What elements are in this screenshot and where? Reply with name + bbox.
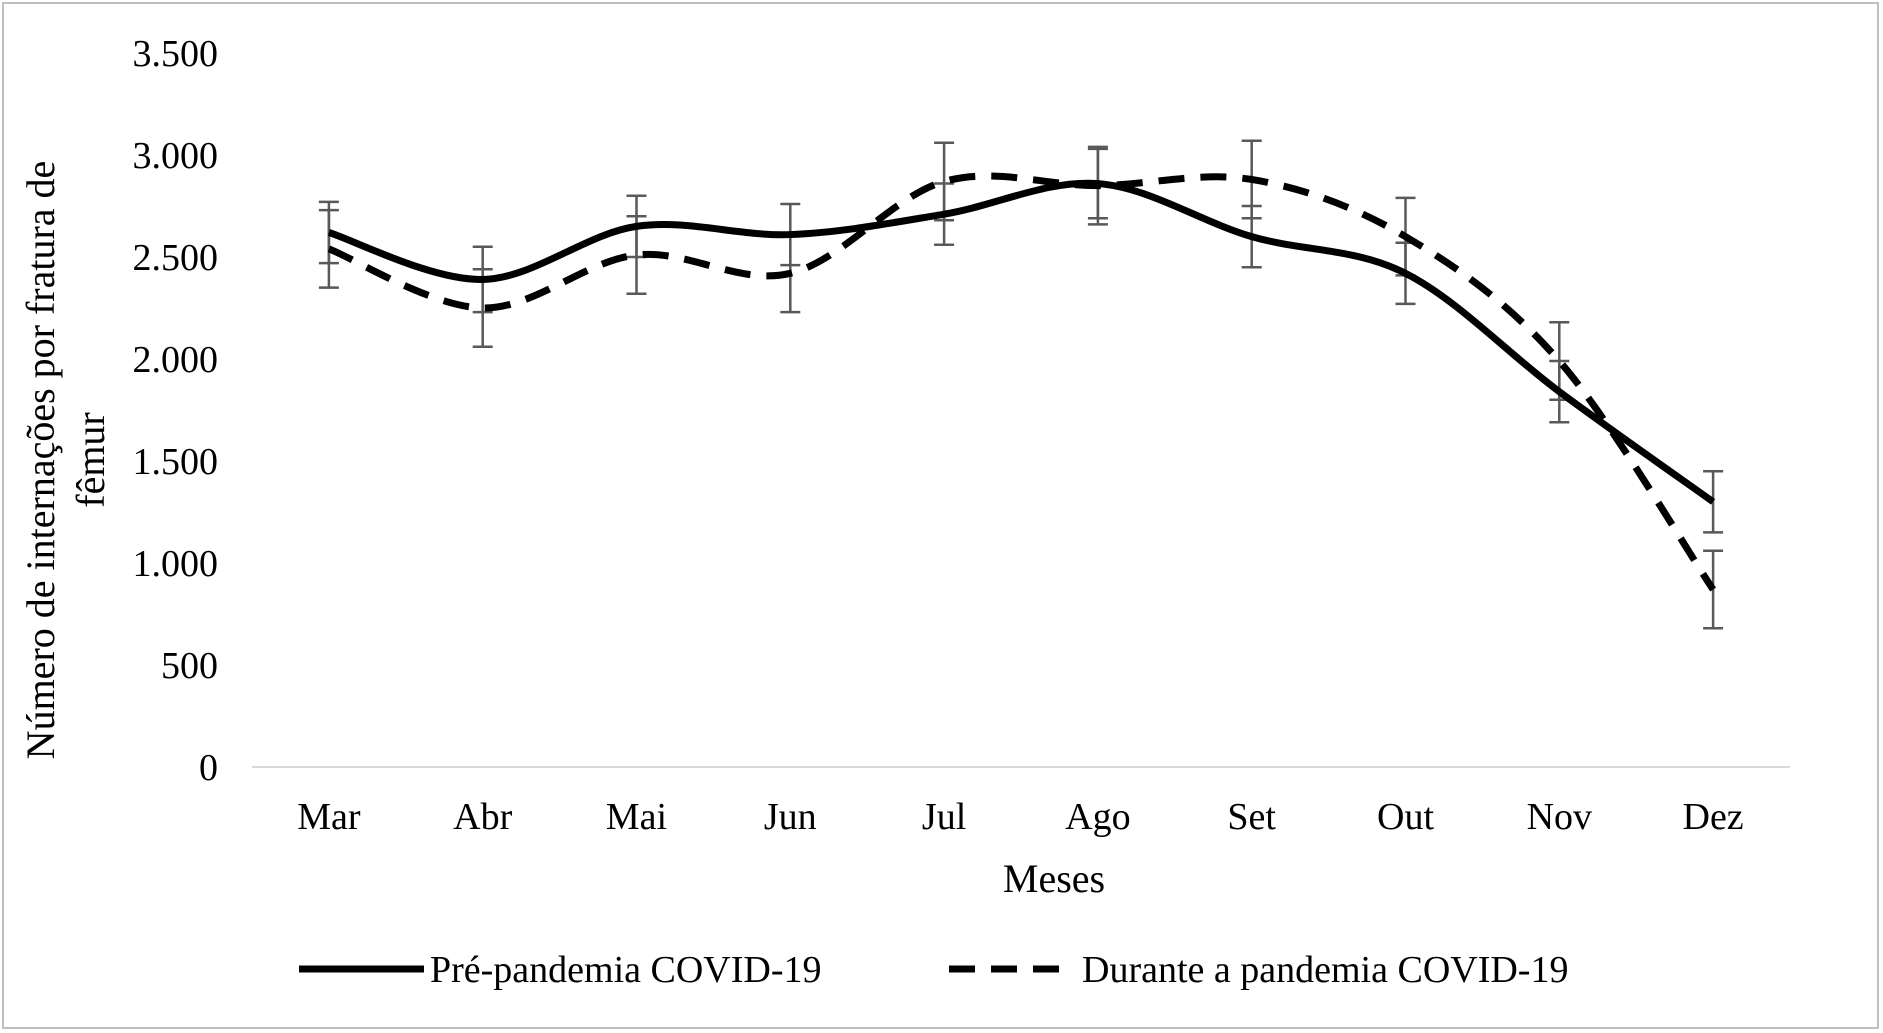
x-tick-label: Jun bbox=[764, 796, 817, 838]
legend-label-pre-pandemia: Pré-pandemia COVID-19 bbox=[430, 949, 822, 991]
y-tick-label: 3.500 bbox=[133, 33, 219, 75]
x-tick-label: Out bbox=[1377, 796, 1434, 838]
y-tick-label: 1.500 bbox=[133, 441, 219, 483]
y-tick-label: 2.500 bbox=[133, 237, 219, 279]
y-tick-label: 2.000 bbox=[133, 339, 219, 381]
y-tick-label: 500 bbox=[161, 645, 218, 687]
x-tick-label: Mai bbox=[606, 796, 667, 838]
legend-label-durante-pandemia: Durante a pandemia COVID-19 bbox=[1082, 949, 1568, 991]
series-line-pre-pandemia bbox=[327, 179, 1716, 505]
x-tick-label: Ago bbox=[1065, 796, 1130, 838]
y-tick-label: 3.000 bbox=[133, 135, 219, 177]
x-tick-label: Set bbox=[1227, 796, 1276, 838]
x-tick-label: Jul bbox=[922, 796, 966, 838]
x-tick-label: Dez bbox=[1683, 796, 1744, 838]
y-axis-title-line-2: fêmur bbox=[68, 412, 113, 508]
y-tick-label: 0 bbox=[199, 747, 218, 789]
x-tick-label: Abr bbox=[453, 796, 512, 838]
series-line-durante-pandemia bbox=[327, 172, 1717, 592]
x-axis-title: Meses bbox=[1003, 856, 1105, 901]
line-chart: 0 500 1.000 1.500 2.000 2.500 3.000 3.500 Mar Abr… bbox=[18, 33, 1790, 991]
y-axis-title-line-1: Número de internações por fratura de bbox=[18, 161, 63, 760]
x-tick-label: Mar bbox=[297, 796, 361, 838]
x-tick-label: Nov bbox=[1527, 796, 1592, 838]
y-tick-label: 1.000 bbox=[133, 543, 219, 585]
